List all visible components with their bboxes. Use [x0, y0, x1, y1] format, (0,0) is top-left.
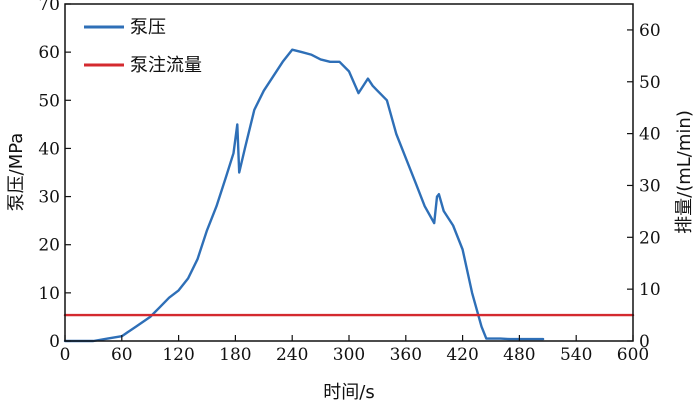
x-tick-label: 480	[503, 345, 535, 365]
x-tick-label: 600	[617, 345, 649, 365]
y-tick-label: 0	[49, 332, 60, 352]
x-tick-label: 420	[446, 345, 478, 365]
series-line-pump-pressure	[63, 48, 545, 343]
y2-tick-label: 60	[639, 21, 661, 41]
y-axis-title: 泵压/MPa	[6, 133, 27, 212]
y-tick-label: 30	[38, 188, 60, 208]
y-tick-label: 10	[38, 284, 60, 304]
x-tick-label: 300	[333, 345, 365, 365]
x-tick-label: 120	[162, 345, 194, 365]
y2-tick-label: 40	[639, 125, 661, 145]
y-tick-label: 40	[38, 139, 60, 159]
series-layer	[63, 48, 635, 343]
legend-label-pump-pressure: 泵压	[130, 17, 166, 38]
ticks-layer: 0 60 120 180 240 300 360 420 480 540 6000102030405…	[38, 0, 660, 365]
y2-tick-label: 50	[639, 73, 661, 93]
legend-label-pump-flow: 泵注流量	[130, 55, 202, 76]
x-tick-label: 180	[219, 345, 251, 365]
x-tick-label: 360	[390, 345, 422, 365]
legend: 泵压 泵注流量	[84, 17, 202, 76]
x-tick-label: 540	[560, 345, 592, 365]
y2-axis-title: 排量/(mL/min)	[674, 110, 695, 234]
y-tick-label: 70	[38, 0, 60, 15]
x-tick-label: 240	[276, 345, 308, 365]
y2-tick-label: 0	[639, 332, 650, 352]
y-tick-label: 20	[38, 236, 60, 256]
x-axis-title: 时间/s	[323, 382, 374, 403]
y2-tick-label: 20	[639, 228, 661, 248]
y2-tick-label: 10	[639, 280, 661, 300]
y-tick-label: 60	[38, 43, 60, 63]
y2-tick-label: 30	[639, 176, 661, 196]
x-tick-label: 60	[111, 345, 133, 365]
y-tick-label: 50	[38, 91, 60, 111]
x-tick-label: 0	[60, 345, 71, 365]
